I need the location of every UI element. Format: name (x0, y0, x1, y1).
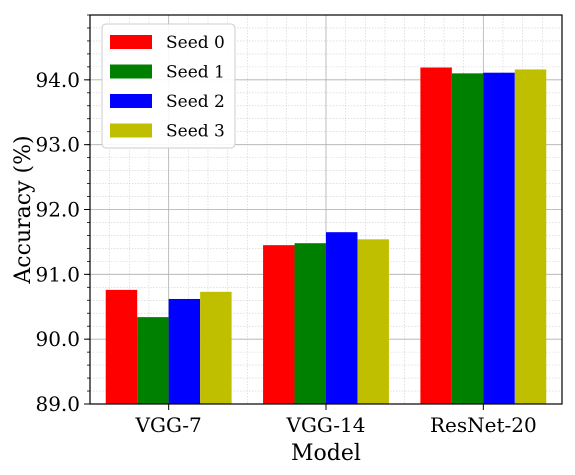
bar-layer (105, 67, 547, 405)
legend-swatch (110, 123, 152, 138)
bar-vgg-7-seed-2 (168, 298, 201, 404)
x-tick-label: ResNet-20 (430, 413, 537, 437)
y-tick-label: 90.0 (35, 327, 80, 351)
bar-resnet-20-seed-3 (514, 69, 547, 405)
legend-label: Seed 2 (166, 92, 225, 112)
bar-vgg-14-seed-2 (326, 232, 358, 404)
y-tick-label: 94.0 (35, 68, 80, 92)
bar-resnet-20-seed-2 (483, 72, 515, 405)
x-tick-labels: VGG-7 VGG-14 ResNet-20 (135, 413, 537, 437)
bar-vgg-14-seed-1 (294, 243, 326, 404)
y-axis-label: Accuracy (%) (11, 135, 36, 284)
legend-box (101, 23, 236, 149)
x-axis-label: Model (291, 441, 361, 466)
y-tick-labels: 89.0 90.0 91.0 92.0 93.0 94.0 (35, 68, 80, 416)
x-tick-label: VGG-7 (135, 413, 202, 437)
y-tick-label: 93.0 (35, 133, 80, 157)
x-tick-label: VGG-14 (286, 413, 366, 437)
legend-swatch (110, 64, 152, 79)
y-tick-label: 89.0 (35, 392, 80, 416)
bar-vgg-14-seed-3 (357, 239, 389, 404)
bar-vgg-14-seed-0 (263, 245, 295, 404)
legend: Seed 0 Seed 1 Seed 2 Seed 3 (101, 23, 236, 149)
legend-label: Seed 3 (166, 122, 225, 142)
bar-resnet-20-seed-0 (420, 67, 452, 404)
legend-label: Seed 0 (166, 33, 225, 53)
y-tick-label: 92.0 (35, 198, 80, 222)
legend-swatch (110, 94, 152, 108)
bar-vgg-7-seed-3 (200, 291, 232, 404)
y-tick-label: 91.0 (35, 262, 80, 286)
bar-vgg-7-seed-1 (137, 317, 169, 404)
bar-vgg-7-seed-0 (105, 289, 138, 404)
legend-swatch (110, 35, 152, 49)
tick-layer (84, 14, 484, 410)
bar-resnet-20-seed-1 (451, 73, 484, 404)
legend-label: Seed 1 (166, 63, 225, 83)
